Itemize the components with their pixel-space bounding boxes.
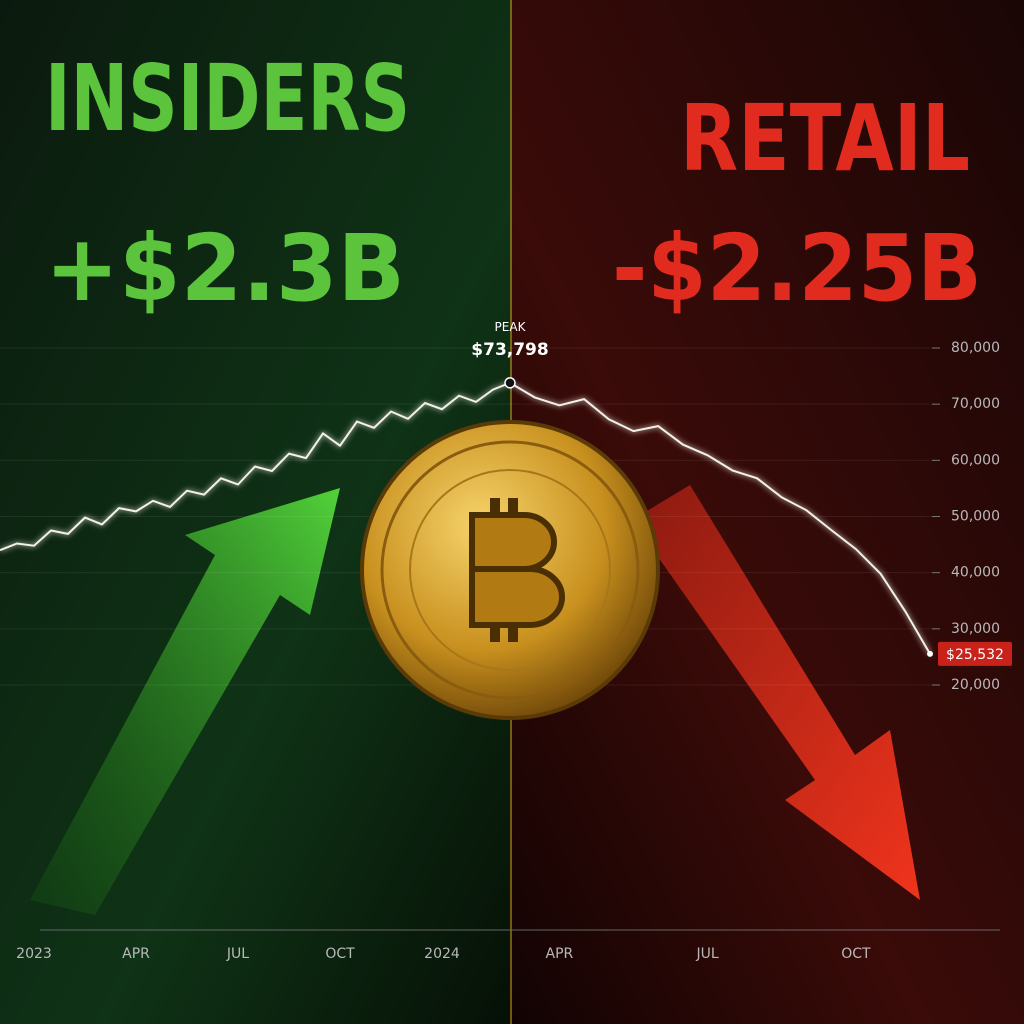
y-tick-label: 20,000 — [951, 677, 1000, 693]
x-tick-label: JUL — [696, 946, 719, 962]
y-tick-label: 80,000 — [951, 340, 1000, 356]
left-amount: +$2.3B — [45, 215, 405, 322]
x-tick-label: OCT — [841, 946, 871, 962]
y-tick-label: 40,000 — [951, 565, 1000, 581]
right-amount: -$2.25B — [612, 215, 982, 322]
peak-annotation: PEAK — [495, 320, 527, 334]
x-tick-label: 2023 — [16, 946, 52, 962]
end-value-label: $25,532 — [946, 647, 1004, 663]
price-line — [0, 381, 931, 655]
peak-value-label: $73,798 — [471, 340, 548, 360]
x-tick-label: APR — [546, 946, 574, 962]
up-arrow — [30, 488, 340, 915]
end-marker — [927, 650, 933, 657]
y-tick-label: 30,000 — [951, 621, 1000, 637]
down-arrow — [632, 485, 920, 900]
end-label-box — [938, 641, 1012, 666]
y-tick-label: 60,000 — [951, 452, 1000, 468]
x-tick-label: JUL — [226, 946, 249, 962]
peak-marker — [504, 377, 516, 389]
bitcoin-coin — [360, 420, 660, 720]
left-title: INSIDERS — [45, 45, 410, 152]
x-tick-label: 2024 — [424, 946, 460, 962]
y-tick-label: 70,000 — [951, 396, 1000, 412]
y-tick-label: 50,000 — [951, 509, 1000, 525]
x-tick-label: OCT — [325, 946, 355, 962]
right-title: RETAIL — [680, 85, 970, 192]
x-tick-label: APR — [122, 946, 150, 962]
